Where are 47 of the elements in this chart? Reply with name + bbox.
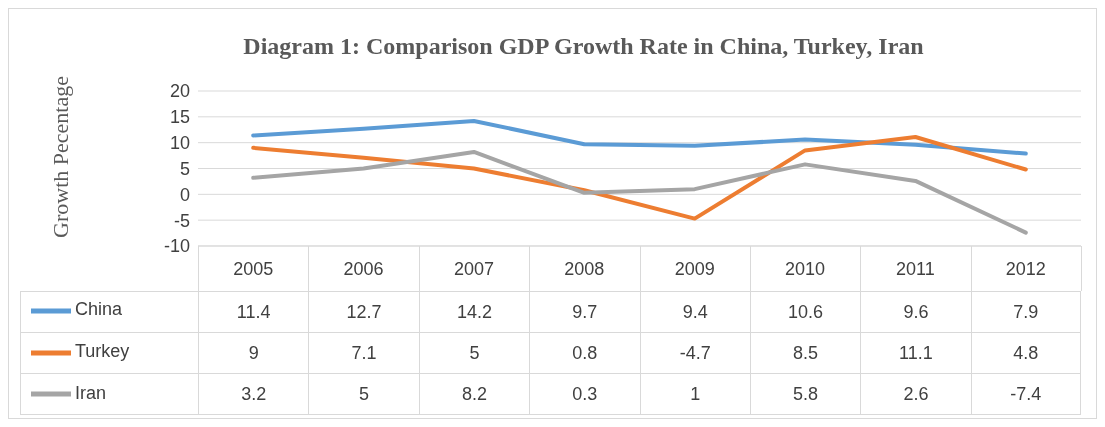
data-label: 10.6 bbox=[749, 292, 861, 332]
data-label: 3.2 bbox=[198, 374, 309, 414]
data-label: -7.4 bbox=[970, 374, 1081, 414]
data-label: 4.8 bbox=[970, 333, 1081, 373]
data-label: 1 bbox=[639, 374, 750, 414]
x-tick-label: 2006 bbox=[343, 258, 384, 279]
data-label: 9 bbox=[198, 333, 309, 373]
data-label: 9.4 bbox=[639, 292, 750, 332]
x-tick-label: 2010 bbox=[785, 258, 826, 279]
x-tick-label: 2009 bbox=[674, 258, 715, 279]
x-tick-label: 2012 bbox=[1005, 258, 1046, 279]
data-label: 2.6 bbox=[860, 374, 971, 414]
data-label: 7.1 bbox=[308, 333, 419, 373]
data-label: 0.8 bbox=[529, 333, 640, 373]
data-label: 11.4 bbox=[198, 292, 309, 332]
data-label: 5.8 bbox=[749, 374, 861, 414]
x-tick-label: 2011 bbox=[896, 258, 935, 279]
data-label: 8.5 bbox=[749, 333, 861, 373]
y-tick-label: 10 bbox=[169, 133, 190, 154]
line-series bbox=[251, 118, 1028, 156]
chart-title: Diagram 1: Comparison GDP Growth Rate in China, Turkey, Iran bbox=[242, 33, 925, 60]
data-label: 12.7 bbox=[308, 292, 419, 332]
data-label: 8.2 bbox=[418, 374, 530, 414]
data-label: -4.7 bbox=[639, 333, 750, 373]
x-tick-label: 2008 bbox=[564, 258, 605, 279]
y-tick-label: 20 bbox=[169, 81, 190, 102]
legend-label: Turkey bbox=[75, 340, 130, 361]
y-tick-label: 0 bbox=[179, 184, 190, 205]
data-label: 9.7 bbox=[529, 292, 640, 332]
y-tick-label: -5 bbox=[173, 210, 190, 231]
data-label: 5 bbox=[418, 333, 530, 373]
data-label: 11.1 bbox=[860, 333, 971, 373]
y-tick-label: 15 bbox=[169, 107, 190, 128]
line-series bbox=[251, 134, 1028, 221]
data-label: 7.9 bbox=[970, 292, 1081, 332]
x-tick-label: 2005 bbox=[233, 258, 274, 279]
data-label: 5 bbox=[308, 374, 419, 414]
y-tick-label: 5 bbox=[179, 158, 190, 179]
legend-label: Iran bbox=[75, 382, 107, 403]
data-label: 14.2 bbox=[418, 292, 530, 332]
y-axis-title: Growth Pecentage bbox=[48, 76, 74, 238]
line-series bbox=[251, 149, 1028, 235]
data-label: 0.3 bbox=[529, 374, 640, 414]
y-tick-label: -10 bbox=[163, 236, 190, 257]
legend-label: China bbox=[75, 299, 123, 319]
x-tick-label: 2007 bbox=[453, 258, 494, 279]
data-label: 9.6 bbox=[860, 292, 971, 332]
